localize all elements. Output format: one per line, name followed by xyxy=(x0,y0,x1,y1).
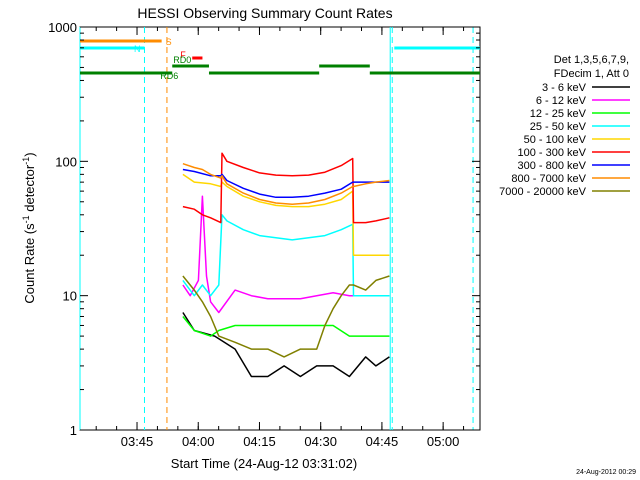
series-line-8 xyxy=(182,275,390,358)
legend-header-line-2: FDecim 1, Att 0 xyxy=(554,68,629,80)
series-line-5 xyxy=(182,152,390,224)
plot-area xyxy=(79,26,481,431)
legend-label-3: 25 - 50 keV xyxy=(530,121,587,133)
series-line-2 xyxy=(182,316,390,337)
state-bar-label-rd0: RD0 xyxy=(173,55,191,65)
y-tick-label-2: 100 xyxy=(55,154,77,169)
x-tick-label-4: 04:45 xyxy=(366,434,399,449)
legend-label-2: 12 - 25 keV xyxy=(530,108,587,120)
legend-label-1: 6 - 12 keV xyxy=(536,95,587,107)
series-layer xyxy=(182,152,390,378)
legend-label-4: 50 - 100 keV xyxy=(524,134,587,146)
axes: 1 10 100 1000 03:45 04:00 04:15 04:30 04:45 05:00 xyxy=(48,20,480,449)
x-tick-label-5: 05:00 xyxy=(427,434,460,449)
y-label-sup-2: -1 xyxy=(21,157,31,165)
y-axis-label: Count Rate (s-1 detector-1) xyxy=(21,152,37,303)
legend-header-line-1: Det 1,3,5,6,7,9, xyxy=(554,54,629,66)
y-tick-label-1: 10 xyxy=(63,289,77,304)
legend-label-0: 3 - 6 keV xyxy=(542,82,587,94)
series-line-3 xyxy=(182,214,390,297)
y-tick-label-0: 1 xyxy=(70,423,77,438)
state-bar-label-s: S xyxy=(166,37,172,47)
legend-label-8: 7000 - 20000 keV xyxy=(499,186,587,198)
x-tick-label-3: 04:30 xyxy=(304,434,337,449)
y-label-part-3: ) xyxy=(22,152,37,156)
x-tick-label-2: 04:15 xyxy=(243,434,276,449)
y-label-sup-1: -1 xyxy=(21,215,31,223)
series-line-4 xyxy=(182,173,390,256)
series-line-1 xyxy=(182,195,390,314)
y-tick-label-3: 1000 xyxy=(48,20,77,35)
footer-timestamp: 24-Aug-2012 00:29 xyxy=(576,469,636,476)
legend-label-6: 300 - 800 keV xyxy=(518,160,587,172)
state-bar-label-n: N xyxy=(134,44,141,54)
legend-label-5: 100 - 300 keV xyxy=(518,147,587,159)
series-line-0 xyxy=(182,312,390,378)
y-label-part-1: Count Rate (s xyxy=(22,223,37,304)
y-label-part-2: detector xyxy=(22,164,37,215)
series-line-7 xyxy=(182,162,390,205)
x-axis-label: Start Time (24-Aug-12 03:31:02) xyxy=(171,456,357,471)
x-tick-label-1: 04:00 xyxy=(182,434,215,449)
legend-label-7: 800 - 7000 keV xyxy=(511,173,586,185)
legend: Det 1,3,5,6,7,9, FDecim 1, Att 0 3 - 6 k… xyxy=(499,54,630,198)
series-line-6 xyxy=(182,168,390,199)
chart-title: HESSI Observing Summary Count Rates xyxy=(137,5,392,21)
vertical-lines xyxy=(79,27,474,430)
plot-frame xyxy=(79,26,481,431)
state-bar-label-f: F xyxy=(180,50,186,60)
x-tick-label-0: 03:45 xyxy=(121,434,154,449)
state-bar-label-rd6: RD6 xyxy=(160,71,178,81)
